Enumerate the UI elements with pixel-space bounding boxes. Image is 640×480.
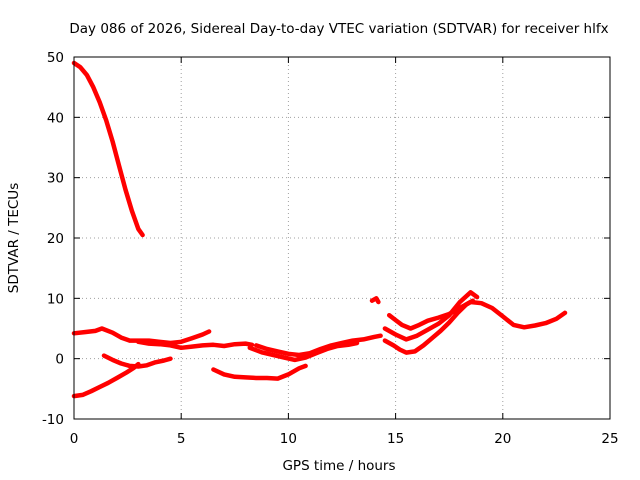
x-tick-label: 25 [601, 431, 618, 447]
x-tick-label: 20 [494, 431, 511, 447]
y-tick-label: 10 [47, 291, 64, 307]
series-arc-11 [382, 290, 480, 342]
axis-ticks: 0 5 10 15 20 25 -10 0 10 20 30 40 50 [42, 50, 619, 447]
data-series [71, 60, 568, 399]
y-tick-label: -10 [42, 412, 64, 428]
series-arc-3 [71, 361, 141, 399]
series-arc-10 [386, 299, 568, 331]
series-arc-5 [136, 339, 255, 351]
y-tick-label: 30 [47, 171, 64, 187]
x-tick-label: 0 [70, 431, 79, 447]
series-arc-6 [211, 363, 308, 381]
series-arc-8 [247, 340, 360, 363]
series-arc-1 [71, 60, 145, 238]
x-tick-label: 15 [387, 431, 404, 447]
y-tick-label: 40 [47, 110, 64, 126]
series-arc-9 [369, 296, 381, 305]
x-tick-label: 5 [177, 431, 186, 447]
chart-title: Day 086 of 2026, Sidereal Day-to-day VTE… [69, 21, 608, 37]
grid-lines [74, 57, 610, 419]
series-arc-7 [253, 333, 383, 358]
y-tick-label: 50 [47, 50, 64, 66]
series-arc-4 [101, 353, 173, 369]
y-axis-label: SDTVAR / TECUs [6, 183, 22, 293]
y-tick-label: 0 [55, 352, 64, 368]
x-axis-label: GPS time / hours [282, 458, 395, 474]
y-tick-label: 20 [47, 231, 64, 247]
x-tick-label: 10 [280, 431, 297, 447]
series-arc-12 [382, 298, 476, 355]
